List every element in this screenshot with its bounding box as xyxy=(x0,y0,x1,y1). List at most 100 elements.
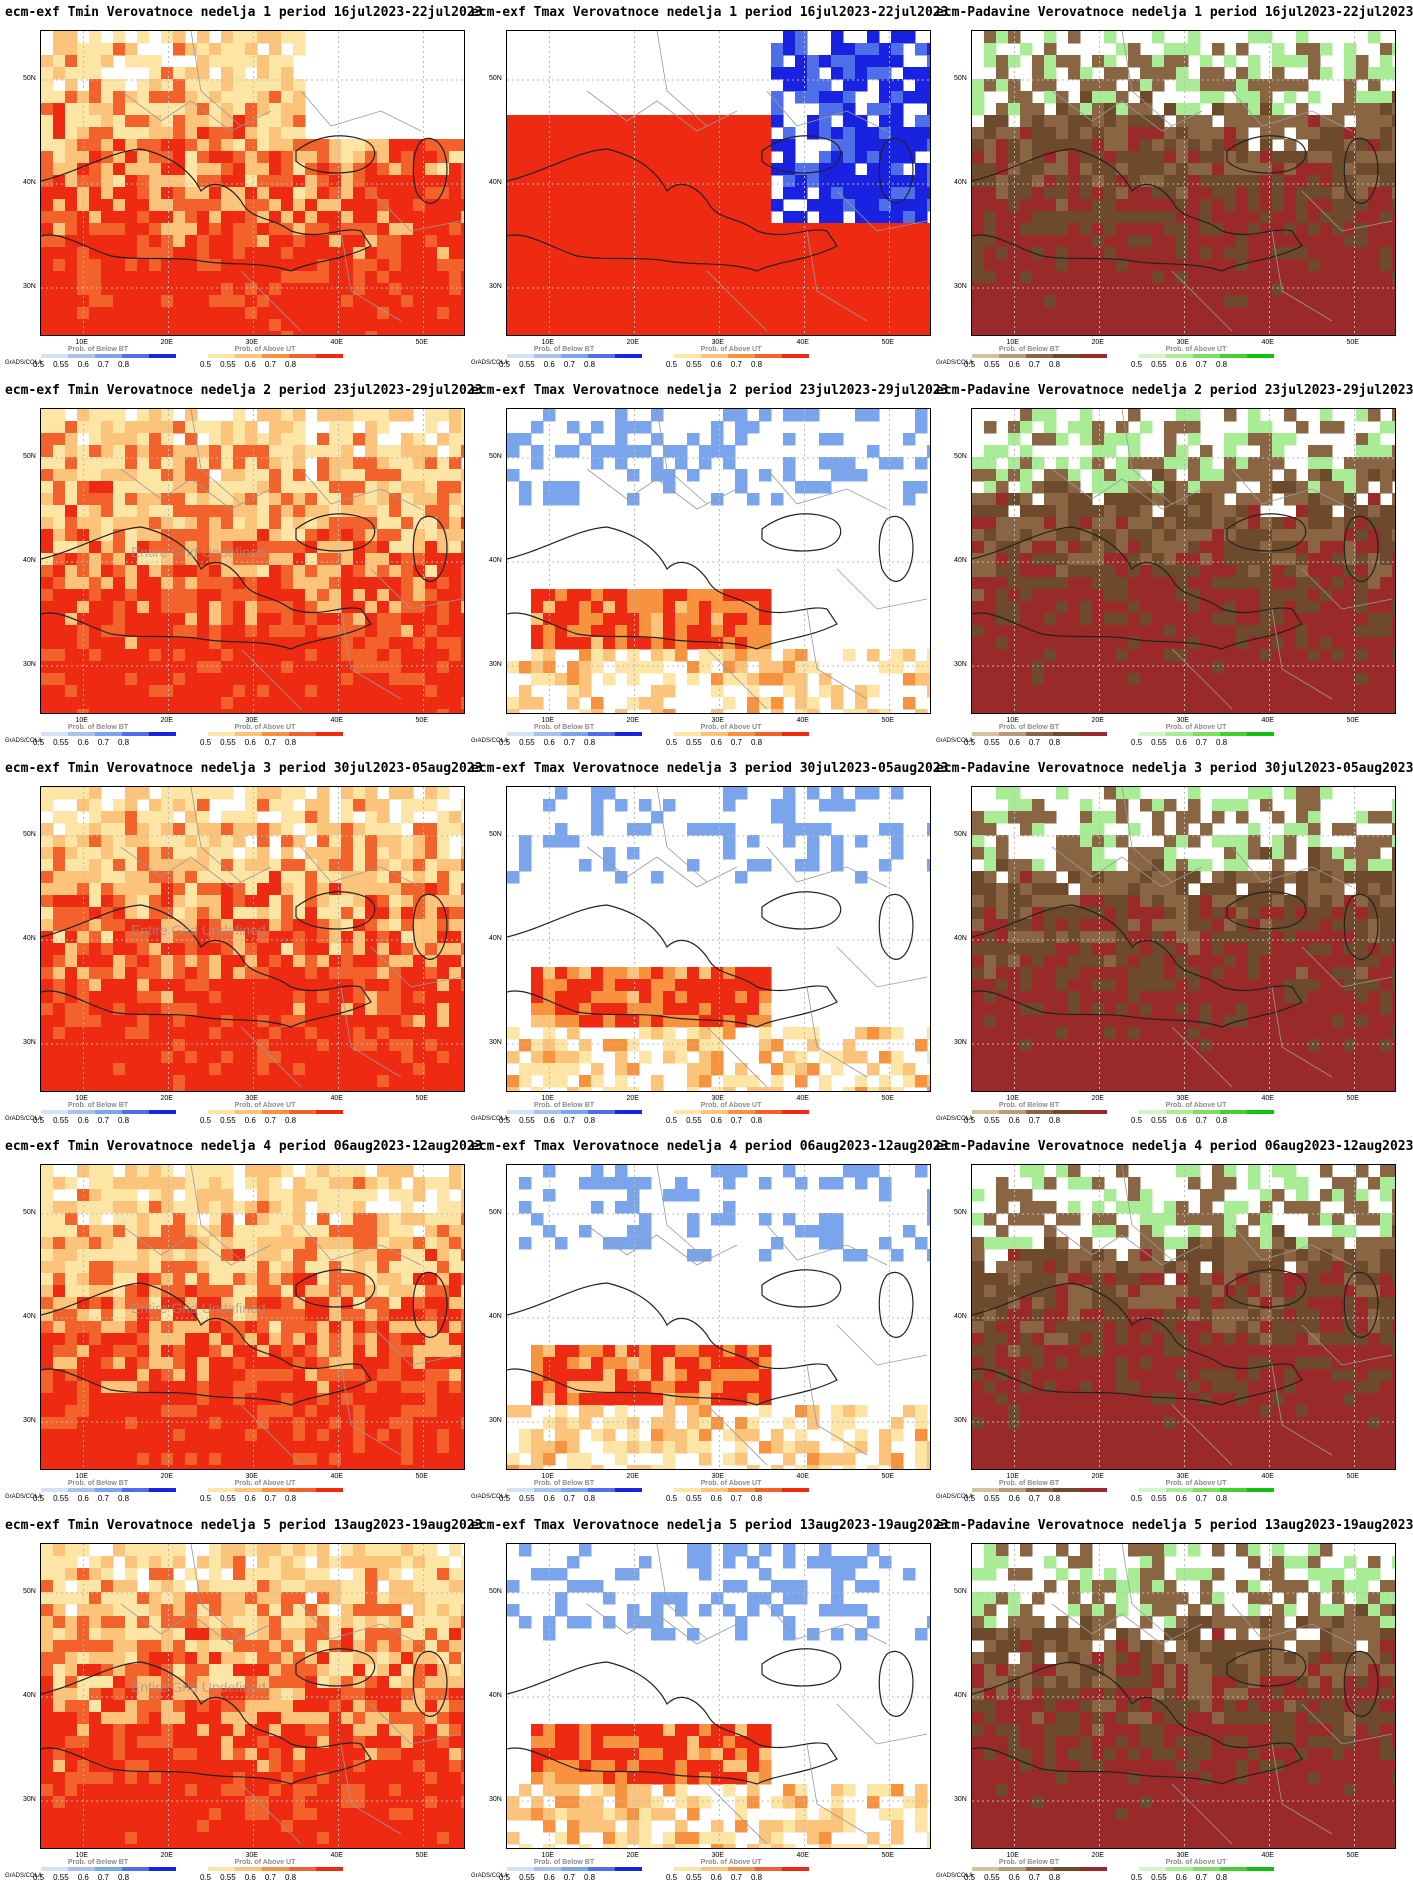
grid-cell xyxy=(233,235,246,248)
grid-cell xyxy=(1200,259,1213,272)
coastline xyxy=(41,148,372,272)
grid-cell xyxy=(1272,517,1285,530)
grid-cell xyxy=(1392,517,1395,530)
grid-cell xyxy=(627,673,640,686)
grid-cell xyxy=(53,469,66,482)
grid-cell xyxy=(53,673,66,686)
grid-cell xyxy=(723,613,736,626)
grid-cell xyxy=(233,457,246,470)
grid-cell xyxy=(1176,103,1189,116)
grid-cell xyxy=(1116,433,1129,446)
grid-cell xyxy=(771,115,784,128)
panel-title: ecm-exf Tmax Verovatnoce nedelja 2 perio… xyxy=(471,383,949,398)
grid-cell xyxy=(305,577,318,590)
grid-cell xyxy=(1296,307,1309,320)
grid-cell xyxy=(996,67,1009,80)
grid-cell xyxy=(281,235,294,248)
grid-cell xyxy=(1032,259,1045,272)
grid-cell xyxy=(1248,103,1261,116)
grid-cell xyxy=(663,271,676,284)
grid-cell xyxy=(449,553,462,566)
grid-cell xyxy=(1380,457,1393,470)
grid-cell xyxy=(996,529,1009,542)
grid-cell xyxy=(161,613,174,626)
grid-cell xyxy=(687,259,700,272)
grid-cell xyxy=(245,319,258,332)
grid-cell xyxy=(137,151,150,164)
grid-cell xyxy=(627,295,640,308)
grid-cell xyxy=(425,457,438,470)
grid-cell xyxy=(101,163,114,176)
grid-cell xyxy=(197,31,210,44)
grid-cell xyxy=(903,211,916,224)
grid-cell xyxy=(1068,115,1081,128)
grid-cell xyxy=(996,319,1009,332)
grid-cell xyxy=(1104,283,1117,296)
longitude-label: 40E xyxy=(330,717,343,724)
grid-cell xyxy=(819,685,832,698)
grid-cell xyxy=(1296,709,1309,713)
grid-cell xyxy=(1320,517,1333,530)
grid-cell xyxy=(579,295,592,308)
grid-cell xyxy=(639,247,652,260)
grid-cell xyxy=(461,271,464,284)
grid-cell xyxy=(221,331,234,335)
grid-cell xyxy=(1212,295,1225,308)
grid-cell xyxy=(927,685,930,698)
grid-cell xyxy=(1260,661,1273,674)
grid-cell xyxy=(1284,175,1297,188)
legend-area: GrADS/COLA Prob. of Below BT 0.5 0.55 0.6 0.7… xyxy=(5,346,465,374)
grid-cell xyxy=(293,577,306,590)
grid-cell xyxy=(137,565,150,578)
grid-cell xyxy=(437,457,450,470)
grid-cell xyxy=(1200,139,1213,152)
grid-cell xyxy=(567,481,580,494)
grid-cell xyxy=(173,601,186,614)
grid-cell xyxy=(1176,445,1189,458)
grid-cell xyxy=(771,199,784,212)
grid-cell xyxy=(615,409,628,422)
grid-cell xyxy=(1284,517,1297,530)
grid-cell xyxy=(1104,187,1117,200)
grid-cell xyxy=(125,685,138,698)
grid-cell xyxy=(1176,235,1189,248)
grid-cell xyxy=(41,481,54,494)
grid-cell xyxy=(915,307,928,320)
grid-cell xyxy=(89,883,102,896)
grid-cell xyxy=(329,295,342,308)
grid-cell xyxy=(867,307,880,320)
grid-cell xyxy=(627,319,640,332)
grid-cell xyxy=(293,661,306,674)
grid-cell xyxy=(1188,127,1201,140)
grid-cell xyxy=(1116,541,1129,554)
grid-cell xyxy=(1164,247,1177,260)
grid-cell xyxy=(927,115,930,128)
grid-cell xyxy=(1356,685,1369,698)
grid-cell xyxy=(1296,661,1309,674)
grid-cell xyxy=(615,199,628,212)
grid-cell xyxy=(1272,259,1285,272)
grid-cell xyxy=(759,151,772,164)
legend-value: 0.8 xyxy=(117,360,130,369)
grid-cell xyxy=(281,811,294,824)
grid-cell xyxy=(101,259,114,272)
grid-cell xyxy=(41,493,54,506)
grid-cell xyxy=(735,127,748,140)
legend-value: 0.6 xyxy=(543,738,555,747)
grid-cell xyxy=(197,67,210,80)
grid-cell xyxy=(89,235,102,248)
grid-cell xyxy=(1356,307,1369,320)
legend-value: 0.6 xyxy=(1175,360,1187,369)
legend-swatch xyxy=(149,732,176,736)
grid-cell xyxy=(591,319,604,332)
grid-cell xyxy=(1368,493,1381,506)
grid-cell xyxy=(1392,685,1395,698)
grid-cell xyxy=(903,259,916,272)
grid-cell xyxy=(927,445,930,458)
grid-cell xyxy=(1368,637,1381,650)
grid-cell xyxy=(1212,493,1225,506)
coastline xyxy=(412,515,448,582)
grid-cell xyxy=(1188,199,1201,212)
grid-cell xyxy=(41,649,54,662)
grid-cell xyxy=(125,295,138,308)
